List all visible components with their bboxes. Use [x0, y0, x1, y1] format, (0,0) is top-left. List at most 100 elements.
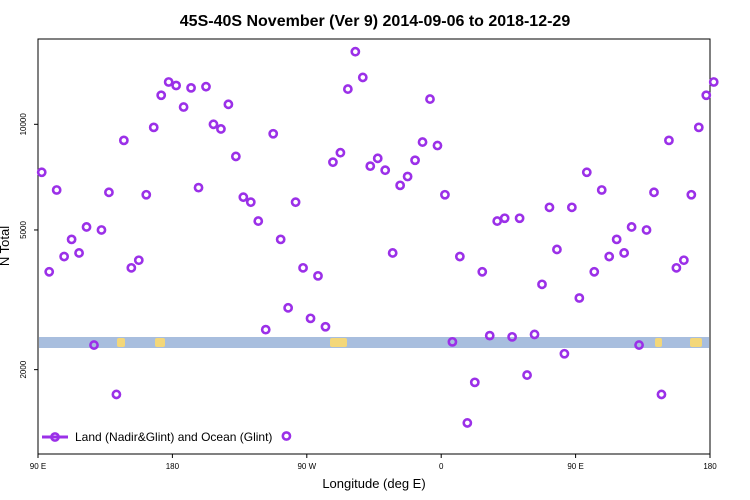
ocean-band — [39, 337, 709, 348]
data-point — [171, 80, 182, 91]
data-point — [477, 266, 488, 277]
data-point — [522, 370, 532, 380]
x-tick-label: 90 E — [30, 462, 46, 471]
data-point — [96, 225, 107, 235]
data-point — [216, 124, 226, 134]
data-point — [604, 251, 615, 262]
x-tick-label: 0 — [439, 462, 444, 471]
data-point — [357, 72, 368, 83]
data-point — [686, 189, 697, 200]
data-point — [514, 213, 525, 224]
data-point — [552, 244, 562, 255]
data-point — [619, 248, 630, 258]
data-point — [626, 222, 637, 232]
data-point — [201, 81, 211, 92]
data-point — [156, 90, 167, 101]
land-segment — [330, 338, 347, 347]
land-segment — [155, 338, 165, 347]
data-point — [335, 147, 346, 158]
data-point — [253, 216, 264, 226]
legend: Land (Nadir&Glint) and Ocean (Glint) — [42, 430, 292, 444]
legend-label: Land (Nadir&Glint) and Ocean (Glint) — [75, 430, 272, 444]
land-segment — [117, 338, 125, 347]
x-axis-label: Longitude (deg E) — [322, 476, 425, 491]
data-point — [238, 192, 249, 203]
data-point — [387, 248, 398, 258]
legend-marker-icon — [50, 432, 60, 442]
x-tick-label: 90 W — [297, 462, 316, 471]
x-tick-label: 180 — [703, 462, 717, 471]
data-point — [566, 202, 577, 213]
legend-trailing-marker-icon — [281, 431, 292, 441]
y-tick-label: 5000 — [19, 221, 28, 239]
data-point — [559, 348, 570, 359]
data-point — [104, 187, 114, 198]
data-point — [656, 389, 667, 400]
data-point — [208, 119, 219, 130]
data-point — [193, 182, 204, 193]
data-point — [126, 262, 137, 273]
data-point — [268, 128, 279, 139]
data-point — [701, 90, 712, 101]
data-point — [574, 293, 585, 303]
data-point — [440, 189, 450, 200]
data-point — [611, 234, 622, 245]
y-axis-label: N Total — [0, 226, 12, 266]
data-point — [328, 157, 338, 168]
data-point — [313, 270, 323, 281]
data-point — [118, 135, 129, 146]
data-point — [245, 197, 256, 208]
data-point — [342, 84, 353, 94]
data-point — [44, 266, 55, 277]
data-point — [447, 336, 458, 347]
data-point — [260, 324, 271, 335]
x-tick-label: 90 E — [567, 462, 583, 471]
data-point — [380, 165, 391, 176]
axis-ticks: 90 E 180 90 W 0 90 E 180 2000 5000 10000 — [19, 113, 717, 471]
data-point — [230, 151, 241, 162]
data-point — [544, 202, 555, 213]
data-point — [462, 418, 473, 428]
data-point — [507, 331, 518, 342]
data-point — [223, 99, 234, 110]
data-point — [529, 329, 540, 340]
data-point — [417, 137, 428, 147]
data-point — [133, 255, 144, 266]
data-point — [484, 330, 495, 341]
data-point — [305, 313, 316, 324]
plot-frame — [37, 38, 711, 455]
data-point — [186, 82, 196, 93]
data-point — [499, 213, 510, 224]
data-point — [290, 197, 301, 208]
data-point — [59, 251, 70, 262]
data-point — [178, 102, 189, 112]
data-point — [36, 167, 47, 178]
data-point — [469, 377, 480, 388]
data-point — [89, 340, 99, 350]
y-tick-label: 10000 — [19, 113, 28, 136]
data-point — [298, 262, 308, 273]
land-segment — [690, 338, 702, 347]
data-point — [581, 167, 592, 178]
data-point — [51, 185, 62, 195]
data-point — [693, 122, 704, 133]
data-point — [634, 340, 644, 350]
x-tick-label: 180 — [166, 462, 180, 471]
land-ocean-band — [39, 337, 709, 348]
data-point — [649, 187, 659, 198]
data-point — [320, 321, 331, 332]
data-point — [66, 234, 77, 245]
data-point — [492, 216, 503, 226]
data-point — [589, 266, 600, 277]
y-tick-label: 2000 — [19, 360, 28, 378]
data-point — [283, 302, 294, 313]
data-point — [671, 262, 682, 273]
data-point — [372, 153, 383, 164]
data-point — [81, 222, 92, 232]
data-point — [365, 161, 376, 172]
data-point — [454, 251, 465, 262]
land-segment — [655, 338, 662, 347]
data-point — [275, 234, 286, 245]
data-point — [596, 185, 607, 195]
data-point — [111, 389, 122, 400]
